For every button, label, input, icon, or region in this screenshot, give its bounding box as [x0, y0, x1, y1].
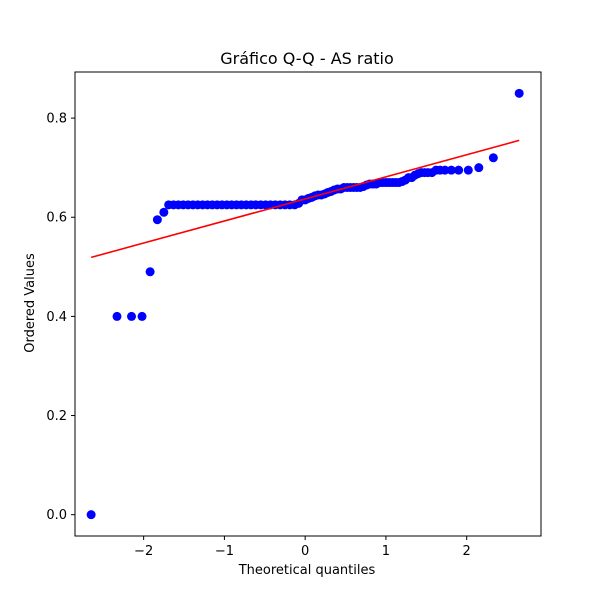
- data-point: [112, 311, 122, 321]
- data-point: [145, 267, 155, 277]
- x-tick-label: 1: [382, 544, 390, 559]
- data-point: [152, 215, 162, 225]
- y-tick-label: 0.8: [46, 112, 67, 127]
- x-tick-label: 0: [301, 544, 309, 559]
- chart-title: Gráfico Q-Q - AS ratio: [220, 49, 394, 68]
- y-tick-label: 0.2: [46, 409, 67, 424]
- axis-ticks: −2 −1 0 1 2 0.0 0.2 0.4 0.6 0.8: [46, 112, 471, 559]
- x-axis-label: Theoretical quantiles: [238, 563, 376, 578]
- y-tick-label: 0.6: [46, 211, 67, 226]
- plot-frame: [74, 71, 542, 537]
- data-point: [488, 153, 498, 163]
- data-point: [446, 165, 456, 175]
- fit-line: [90, 139, 520, 259]
- x-tick-label: −1: [215, 544, 234, 559]
- data-point: [86, 510, 96, 520]
- data-point: [137, 311, 147, 321]
- y-tick-label: 0.4: [46, 310, 67, 325]
- data-point: [463, 165, 473, 175]
- data-point: [514, 88, 524, 98]
- y-tick-label: 0.0: [46, 508, 67, 523]
- plot-area: [86, 88, 524, 520]
- data-point: [440, 165, 450, 175]
- x-tick-label: −2: [134, 544, 153, 559]
- x-tick-label: 2: [463, 544, 471, 559]
- data-point: [474, 163, 484, 173]
- data-point: [159, 207, 169, 217]
- y-axis-label: Ordered Values: [23, 253, 38, 353]
- data-point: [454, 165, 464, 175]
- data-point: [127, 311, 137, 321]
